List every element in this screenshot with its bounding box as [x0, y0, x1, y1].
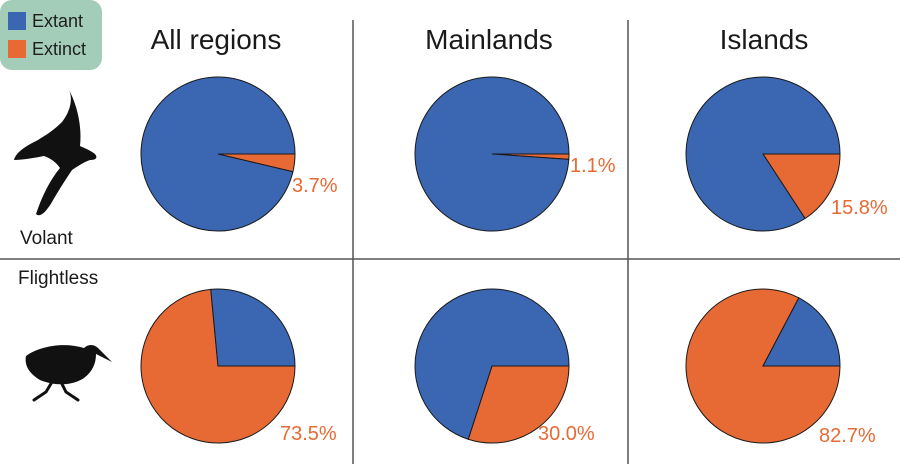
data-label-volant-mainlands: 1.1%	[570, 155, 616, 177]
walking-rail-silhouette-icon	[25, 345, 112, 402]
pie-slice-extant-volant-all-regions	[140, 76, 296, 232]
pie-slice-extant-flightless-all-regions	[210, 288, 296, 367]
data-label-volant-all-regions: 3.7%	[292, 175, 338, 197]
legend-item-extant: Extant	[8, 10, 83, 32]
pie-slice-extant-volant-islands	[685, 76, 841, 232]
legend-item-extinct: Extinct	[8, 38, 86, 60]
pie-slice-extinct-flightless-mainlands	[467, 365, 570, 444]
row-label-volant: Volant	[20, 228, 73, 249]
pie-slice-extinct-volant-islands	[762, 153, 841, 220]
data-label-flightless-all-regions: 73.5%	[280, 423, 337, 445]
legend: Extant Extinct	[0, 0, 102, 70]
pie-slice-extant-flightless-mainlands	[414, 288, 570, 440]
row-label-flightless: Flightless	[18, 268, 99, 289]
pie-slice-extant-volant-mainlands	[414, 76, 570, 232]
data-label-flightless-mainlands: 30.0%	[538, 423, 595, 445]
column-title-all-regions: All regions	[150, 24, 282, 55]
data-label-flightless-islands: 82.7%	[819, 425, 876, 447]
pie-slice-extant-flightless-islands	[762, 297, 841, 367]
legend-label-extant: Extant	[32, 10, 84, 31]
flying-bird-silhouette-icon	[14, 88, 97, 216]
legend-label-extinct: Extinct	[32, 38, 87, 59]
column-title-islands: Islands	[719, 24, 809, 55]
column-title-mainlands: Mainlands	[425, 24, 553, 55]
legend-swatch-extant	[8, 12, 26, 30]
legend-swatch-extinct	[8, 40, 26, 58]
data-label-volant-islands: 15.8%	[831, 197, 888, 219]
